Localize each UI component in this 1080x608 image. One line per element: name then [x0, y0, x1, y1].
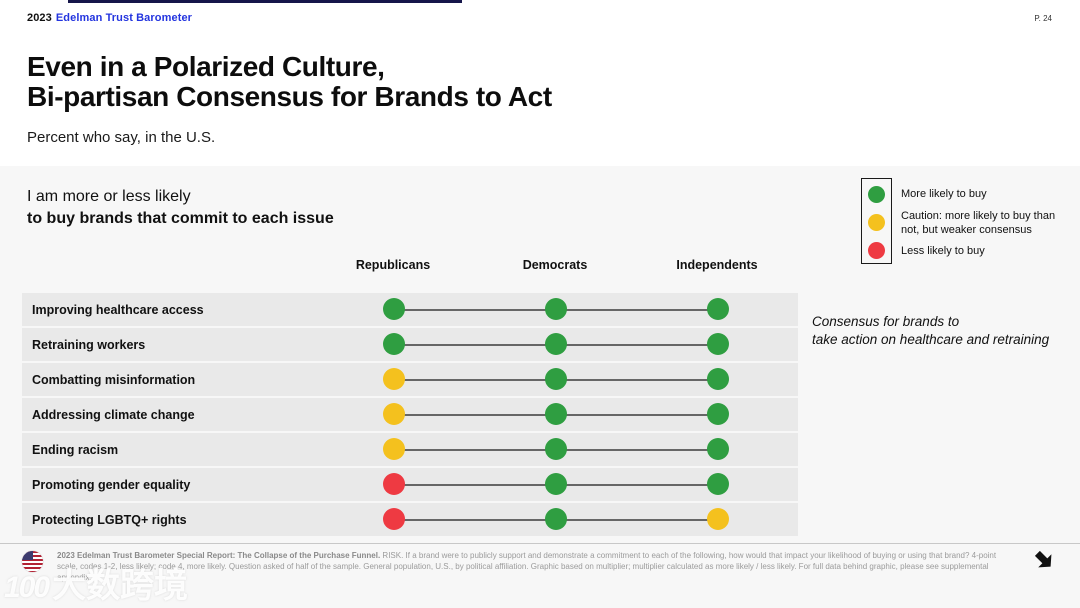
table-row: Combatting misinformation [22, 363, 798, 396]
legend-box [861, 178, 892, 264]
page-title: Even in a Polarized Culture, Bi-partisan… [27, 52, 552, 112]
page-subtitle: Percent who say, in the U.S. [27, 129, 216, 146]
chart-question: I am more or less likely to buy brands t… [27, 186, 334, 230]
chart-annotation: Consensus for brands to take action on h… [812, 313, 1049, 349]
rating-dot-green [383, 333, 405, 355]
footer-source-title: 2023 Edelman Trust Barometer Special Rep… [57, 551, 381, 560]
issue-label: Ending racism [32, 442, 119, 457]
rating-dot-green [707, 333, 729, 355]
footer-source-body: RISK. If a brand were to publicly suppor… [57, 551, 997, 582]
rating-dot-green [545, 298, 567, 320]
table-row: Promoting gender equality [22, 468, 798, 501]
page-title-line2: Bi-partisan Consensus for Brands to Act [27, 81, 552, 112]
table-row: Improving healthcare access [22, 293, 798, 326]
legend-label-green: More likely to buy [901, 188, 987, 200]
table-row: Protecting LGBTQ+ rights [22, 503, 798, 536]
rating-dot-yellow [383, 438, 405, 460]
rating-dot-green [383, 298, 405, 320]
brand-name: Edelman Trust Barometer [55, 12, 193, 24]
rating-dot-red [383, 473, 405, 495]
table-row: Retraining workers [22, 328, 798, 361]
watermark: 100 大数跨境 [4, 558, 188, 607]
legend-dot-red [868, 242, 885, 259]
issue-label: Promoting gender equality [32, 477, 191, 492]
brand-year: 2023 [27, 12, 52, 24]
issue-label: Addressing climate change [32, 407, 195, 422]
column-header-republicans: Republicans [355, 258, 431, 272]
issue-label: Combatting misinformation [32, 372, 196, 387]
rating-dot-yellow [383, 368, 405, 390]
rating-dot-green [545, 438, 567, 460]
legend-label-yellow: Caution: more likely to buy than not, bu… [901, 210, 1056, 236]
issue-label: Improving healthcare access [32, 302, 204, 317]
rating-dot-green [707, 438, 729, 460]
column-header-independents: Independents [676, 258, 758, 272]
table-row: Addressing climate change [22, 398, 798, 431]
chart-question-line1: I am more or less likely [27, 188, 191, 205]
column-header-democrats: Democrats [522, 258, 588, 272]
legend-dot-yellow [868, 214, 885, 231]
rating-dot-green [545, 333, 567, 355]
watermark-logo: 100 [4, 571, 50, 604]
page-title-line1: Even in a Polarized Culture, [27, 51, 385, 82]
footer-divider [0, 543, 1080, 544]
chart-annotation-line1: Consensus for brands to [812, 314, 960, 329]
table-row: Ending racism [22, 433, 798, 466]
chart-panel: I am more or less likely to buy brands t… [0, 166, 1080, 608]
issue-label: Retraining workers [32, 337, 146, 352]
chart-annotation-line2: take action on healthcare and retraining [812, 332, 1050, 347]
rating-dot-green [545, 403, 567, 425]
legend-label-red: Less likely to buy [901, 245, 985, 257]
rating-dot-green [707, 298, 729, 320]
rating-dot-green [545, 368, 567, 390]
us-flag-canton [22, 551, 33, 560]
rating-dot-yellow [707, 508, 729, 530]
report-brand: 2023 Edelman Trust Barometer [27, 12, 192, 24]
us-flag-icon [22, 551, 43, 572]
rating-dot-green [545, 473, 567, 495]
top-crop-line [68, 0, 462, 3]
page-number: P. 24 [1034, 14, 1052, 23]
next-page-arrow-icon[interactable] [1030, 546, 1058, 574]
chart-question-line2: to buy brands that commit to each issue [27, 210, 334, 227]
rating-dot-yellow [383, 403, 405, 425]
rating-dot-green [707, 403, 729, 425]
rating-dot-red [383, 508, 405, 530]
rating-dot-green [545, 508, 567, 530]
rating-dot-green [707, 368, 729, 390]
watermark-text: 大数跨境 [52, 567, 189, 605]
issue-label: Protecting LGBTQ+ rights [32, 512, 187, 527]
legend-dot-green [868, 186, 885, 203]
footer-source-note: 2023 Edelman Trust Barometer Special Rep… [57, 550, 1010, 583]
rating-dot-green [707, 473, 729, 495]
